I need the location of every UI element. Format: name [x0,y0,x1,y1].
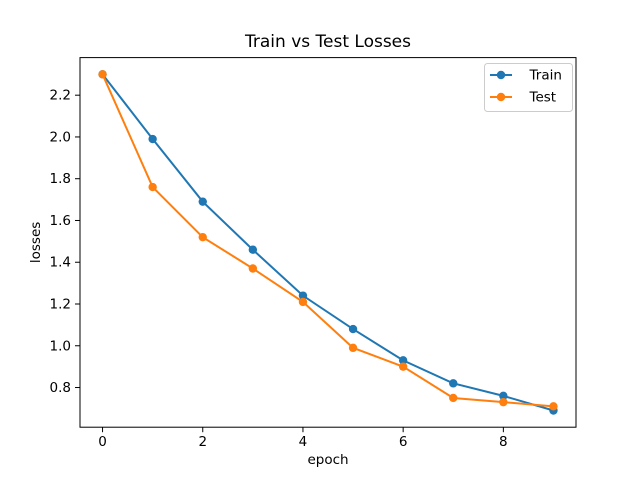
axes-frame [79,57,577,428]
data-point-test [549,402,558,411]
data-point-test [499,397,508,407]
series-line-test [101,73,554,408]
x-axis-label: epoch [307,452,348,468]
data-point-train [248,245,258,254]
legend-label-train: Train [529,68,562,84]
data-point-test [248,264,258,273]
y-tick-label: 1.0 [50,338,71,354]
legend: Train Test [484,63,573,112]
y-axis-label: losses [28,222,44,263]
legend-swatch-marker-test [496,92,506,102]
data-point-test [198,232,207,242]
data-point-train [348,324,358,334]
data-point-train [449,379,458,388]
y-tick-label: 1.2 [50,297,71,313]
plot-area [80,57,576,428]
legend-label-test: Test [529,90,557,106]
data-point-train [499,391,508,401]
y-tick-label: 1.8 [50,171,71,187]
chart-title: Train vs Test Losses [244,32,411,52]
data-point-train [148,134,157,144]
y-tick-label: 1.4 [50,255,71,271]
data-point-test [148,182,157,192]
x-tick-label: 4 [299,434,308,450]
y-tick-label: 2.0 [50,129,71,145]
axis-ticks: 0 2 4 6 8 0.8 1.0 1.2 1.4 1.6 1.8 2.0 2.2 [50,88,508,451]
data-point-test [298,297,308,307]
x-tick-label: 6 [399,434,408,450]
x-tick-label: 0 [98,434,107,450]
y-tick-label: 1.6 [50,213,71,229]
x-tick-label: 2 [198,434,207,450]
data-point-train [298,291,308,300]
data-point-test [398,362,408,371]
data-point-test [348,343,358,353]
y-tick-label: 2.2 [50,88,71,104]
legend-swatch-marker-train [496,70,506,80]
series-line-train [101,73,554,412]
data-point-train [198,197,207,206]
data-point-train [398,356,408,365]
x-tick-label: 8 [499,434,508,450]
data-point-test [98,70,107,79]
series-group [98,70,558,415]
y-tick-label: 0.8 [50,380,71,396]
data-point-test [449,393,458,403]
